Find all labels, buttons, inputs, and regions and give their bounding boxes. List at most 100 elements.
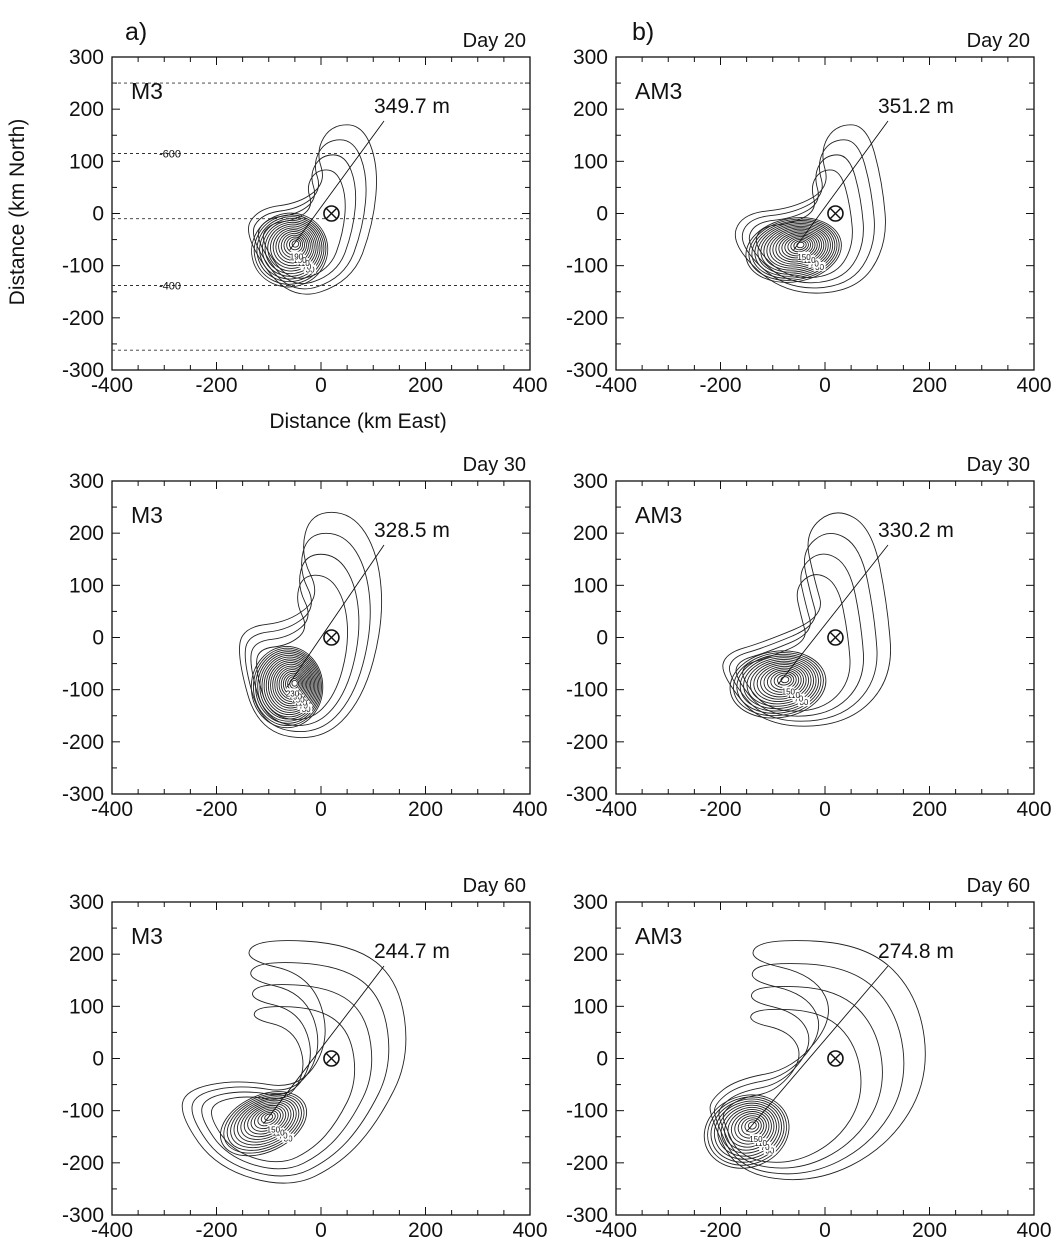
leader-line bbox=[746, 965, 889, 1132]
y-tick-label: -300 bbox=[62, 359, 104, 382]
maximum-value-label: 244.7 m bbox=[374, 940, 450, 963]
outer-contour bbox=[201, 984, 373, 1170]
core-contour bbox=[267, 223, 317, 272]
core-contour bbox=[264, 221, 319, 275]
y-tick-label: -200 bbox=[62, 307, 104, 330]
outer-contour bbox=[239, 511, 383, 739]
panel-am3-day-20: -400 -200 0 200 400 300 200 100 0 -100 -200 -300 Day… bbox=[566, 30, 1052, 397]
core-contour bbox=[760, 665, 805, 698]
day-label: Day 20 bbox=[463, 30, 526, 52]
core-contour bbox=[775, 231, 820, 263]
y-tick-label: -300 bbox=[566, 359, 608, 382]
x-tick-label: 200 bbox=[912, 374, 947, 397]
x-tick-label: 0 bbox=[819, 1219, 831, 1242]
plot-frame bbox=[111, 901, 531, 1216]
y-tick-label: 300 bbox=[69, 46, 104, 69]
y-tick-label: -100 bbox=[62, 255, 104, 278]
y-tick-label: 100 bbox=[573, 574, 608, 597]
core-contour bbox=[724, 1106, 775, 1151]
day-label: Day 60 bbox=[463, 875, 526, 897]
core-contour bbox=[777, 674, 792, 686]
y-tick-label: 300 bbox=[69, 891, 104, 914]
contour-label-bg bbox=[290, 251, 303, 261]
x-tick-label: -200 bbox=[195, 374, 237, 397]
x-tick-label: -400 bbox=[91, 798, 133, 821]
core-contour bbox=[739, 655, 819, 712]
core-contour bbox=[736, 653, 822, 714]
core-contour bbox=[257, 651, 320, 722]
x-tick-label: 0 bbox=[819, 374, 831, 397]
x-tick-label: -200 bbox=[195, 798, 237, 821]
x-tick-label: 400 bbox=[512, 798, 547, 821]
contour-label: 150 bbox=[797, 253, 811, 262]
outer-contour bbox=[748, 154, 864, 284]
x-tick-label: 400 bbox=[512, 1219, 547, 1242]
leader-line bbox=[793, 120, 889, 251]
outer-contour bbox=[741, 139, 875, 289]
y-tick-label: -100 bbox=[62, 679, 104, 702]
core-contour bbox=[291, 240, 300, 248]
core-contour bbox=[276, 667, 308, 702]
core-contour bbox=[260, 1111, 276, 1124]
contour-label: 110 bbox=[754, 1139, 767, 1148]
y-tick-label: -200 bbox=[566, 1152, 608, 1175]
core-contour bbox=[252, 647, 322, 726]
y-tick-label: 200 bbox=[573, 98, 608, 121]
x-tick-label: 200 bbox=[408, 1219, 443, 1242]
core-contour bbox=[274, 665, 309, 705]
core-contour bbox=[267, 660, 313, 711]
outer-contour bbox=[718, 986, 883, 1169]
model-label: M3 bbox=[131, 78, 163, 104]
core-contour bbox=[757, 223, 834, 275]
core-contour bbox=[255, 649, 321, 724]
panel-am3-day-30: -400 -200 0 200 400 300 200 100 0 -100 -200 -300 Day… bbox=[566, 454, 1052, 821]
outer-contour bbox=[728, 533, 878, 722]
core-contour bbox=[793, 240, 807, 251]
y-tick-label: 0 bbox=[92, 1048, 104, 1071]
contour-label-bg bbox=[749, 1134, 762, 1144]
x-tick-label: -400 bbox=[91, 374, 133, 397]
marker-cross bbox=[829, 631, 842, 644]
contour-group: 3070110150190230 bbox=[239, 511, 383, 739]
core-contour bbox=[720, 1104, 777, 1154]
x-tick-label: 200 bbox=[408, 374, 443, 397]
core-contour bbox=[760, 224, 831, 273]
y-tick-label: -100 bbox=[566, 1100, 608, 1123]
maximum-value-label: 351.2 m bbox=[878, 95, 954, 118]
core-contour bbox=[259, 653, 318, 720]
x-tick-label: -400 bbox=[595, 1219, 637, 1242]
day-label: Day 60 bbox=[967, 875, 1030, 897]
contour-label: 230 bbox=[286, 689, 300, 698]
y-tick-label: 100 bbox=[69, 150, 104, 173]
core-contour bbox=[219, 1091, 308, 1157]
model-label: AM3 bbox=[635, 923, 682, 949]
y-tick-label: 100 bbox=[573, 150, 608, 173]
core-contour bbox=[743, 657, 817, 710]
x-tick-label: 0 bbox=[315, 1219, 327, 1242]
y-tick-label: 0 bbox=[596, 1048, 608, 1071]
contour-label-bg bbox=[782, 686, 795, 696]
contour-label: 70 bbox=[794, 695, 803, 704]
outer-contour bbox=[709, 940, 926, 1181]
core-contour bbox=[754, 221, 836, 277]
outer-contour bbox=[181, 940, 407, 1184]
y-tick-label: 300 bbox=[573, 891, 608, 914]
reference-isoline-label: -400 bbox=[159, 280, 181, 292]
panel-am3-day-60: -400 -200 0 200 400 300 200 100 0 -100 -200 -300 Day… bbox=[566, 875, 1052, 1242]
core-contour bbox=[717, 1102, 780, 1157]
day-label: Day 30 bbox=[463, 454, 526, 476]
x-tick-label: -200 bbox=[699, 1219, 741, 1242]
marker-cross bbox=[829, 1052, 842, 1065]
contour-label-bg bbox=[798, 251, 811, 261]
panel-m3-day-60: -400 -200 0 200 400 300 200 100 0 -100 -200 -300 Day… bbox=[62, 875, 548, 1242]
y-tick-label: 200 bbox=[69, 943, 104, 966]
y-tick-label: -200 bbox=[62, 731, 104, 754]
contour-label: 30 bbox=[799, 698, 808, 707]
marker-cross bbox=[325, 631, 338, 644]
core-contour bbox=[259, 218, 323, 280]
leader-line bbox=[289, 120, 385, 251]
core-contour bbox=[766, 227, 827, 269]
maximum-value-label: 349.7 m bbox=[374, 95, 450, 118]
x-tick-label: 400 bbox=[1016, 374, 1051, 397]
